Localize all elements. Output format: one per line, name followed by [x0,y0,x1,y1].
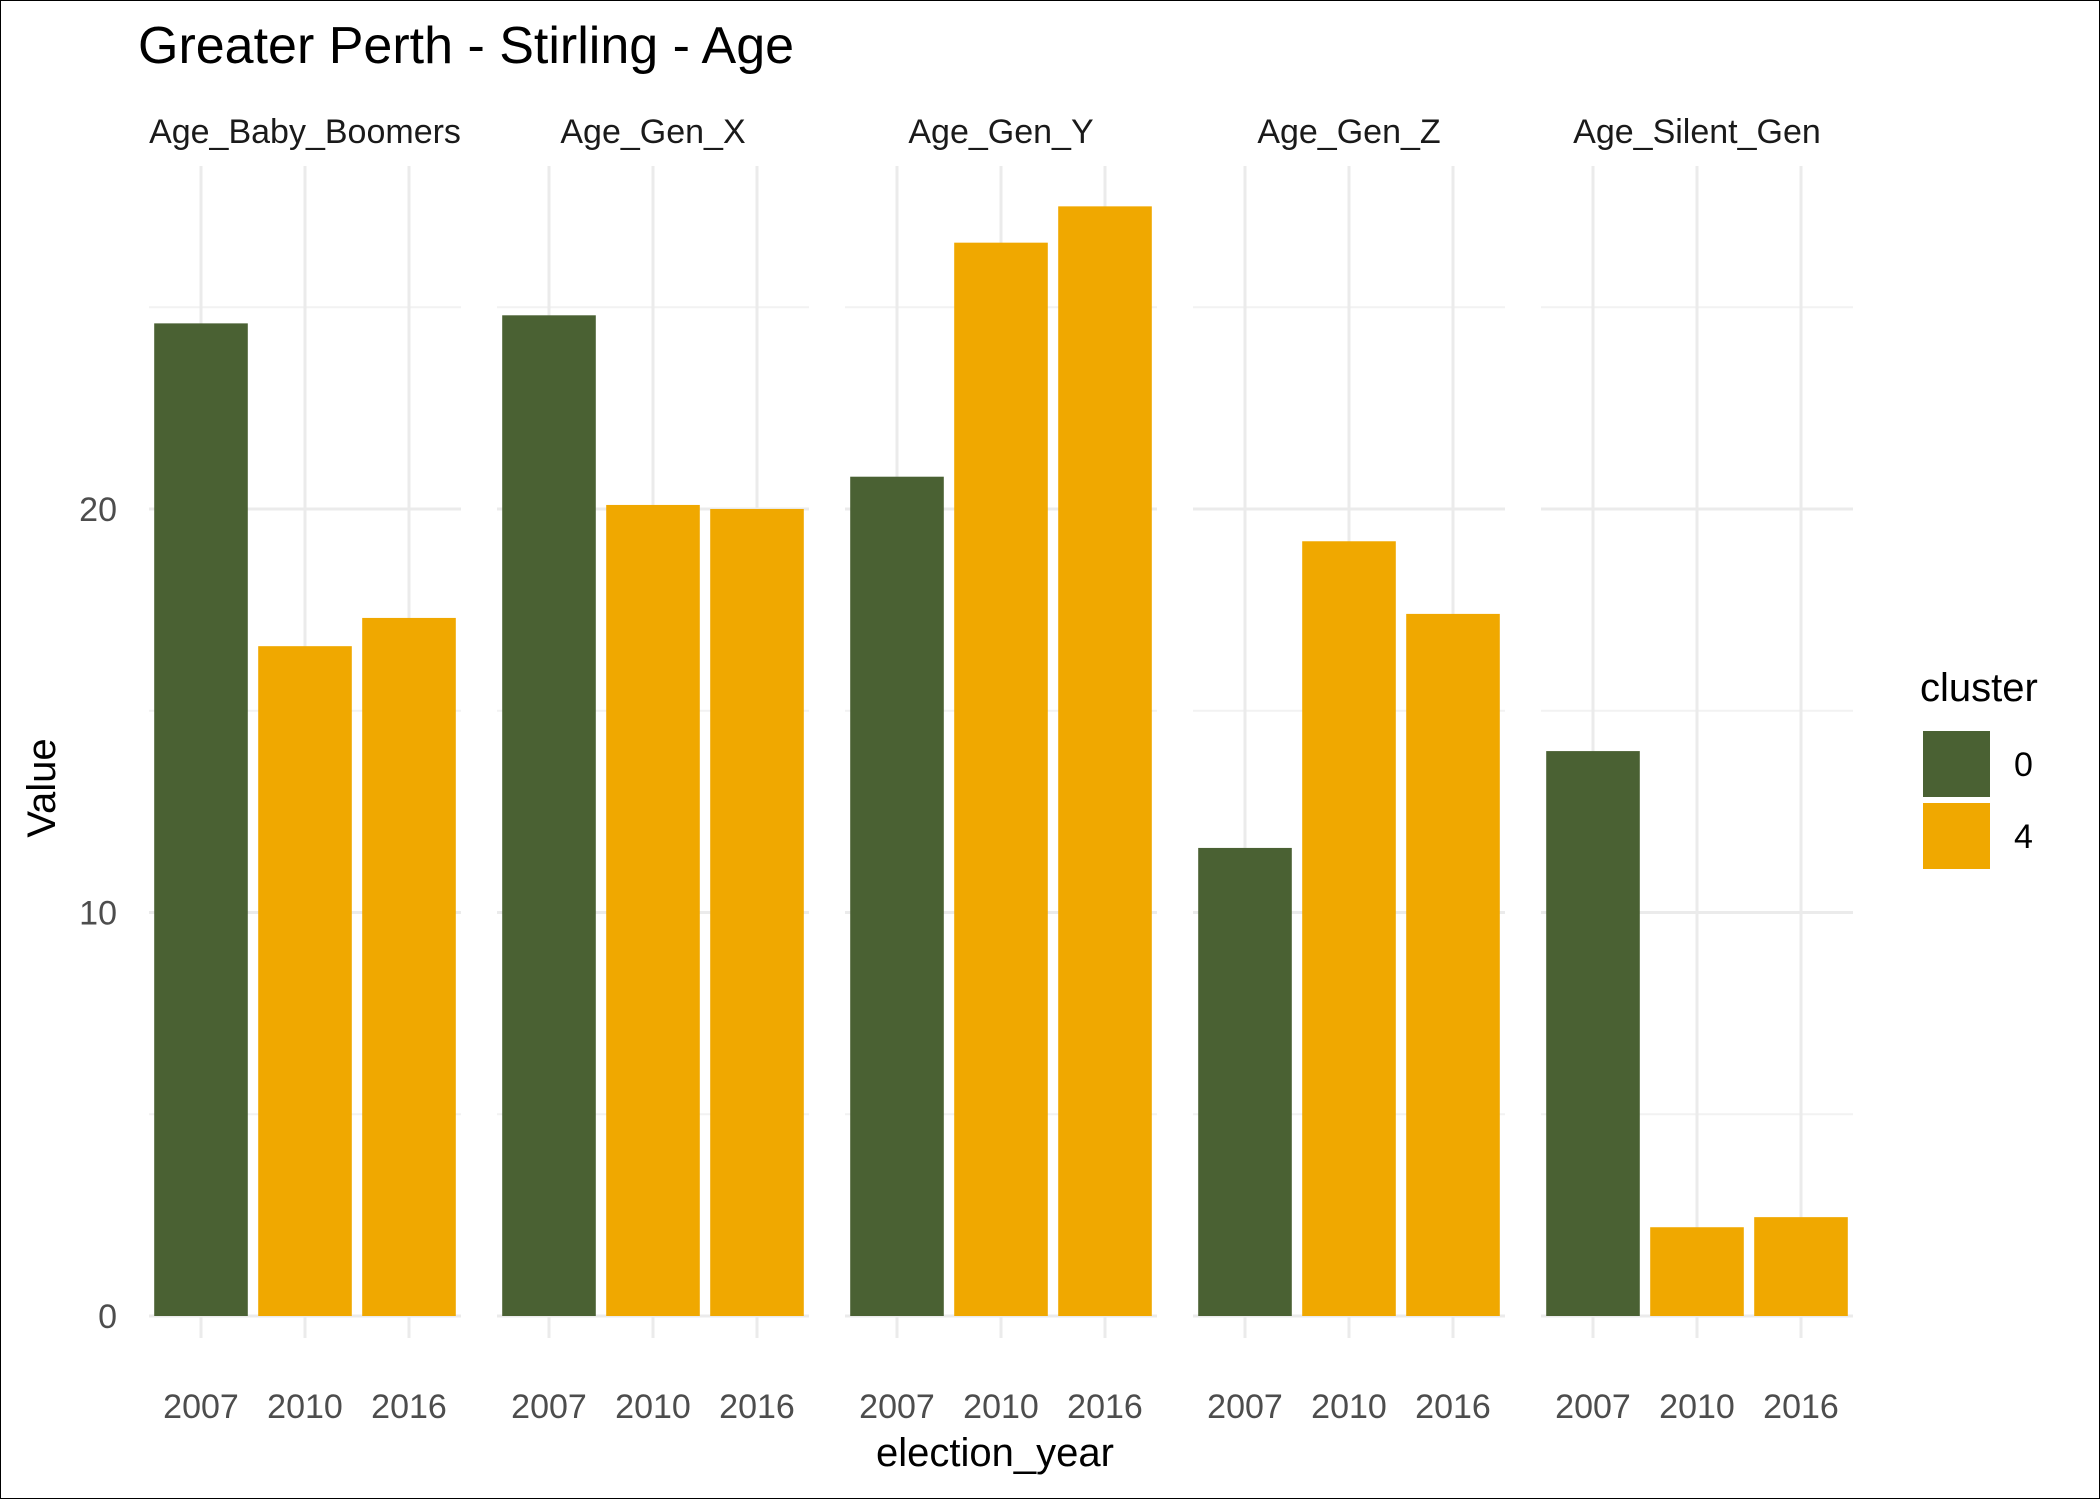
legend-title: cluster [1920,666,2038,710]
x-tick-label: 2010 [615,1388,691,1426]
x-axis-title: election_year [876,1431,1114,1475]
chart-title: Greater Perth - Stirling - Age [138,17,794,75]
y-tick-label: 10 [79,894,117,932]
bar [1198,847,1292,1316]
bar [710,508,804,1317]
x-tick-label: 2007 [1555,1388,1631,1426]
legend-label: 0 [2014,746,2033,784]
bar [362,617,456,1316]
y-axis-title: Value [20,738,64,837]
x-tick-label: 2007 [163,1388,239,1426]
x-tick-label: 2007 [1207,1388,1283,1426]
bar [154,323,248,1316]
facet-strip-label: Age_Gen_Z [1257,113,1440,151]
legend-key [1923,731,1990,797]
facet-panel: Age_Baby_Boomers 2007 2010 2016 [149,113,461,1426]
x-tick-label: 2016 [1067,1388,1143,1426]
bar [1058,206,1152,1317]
facet-panel: Age_Gen_Z 2007 2010 2016 [1193,113,1505,1426]
x-tick-label: 2016 [719,1388,795,1426]
x-tick-label: 2016 [1415,1388,1491,1426]
legend-label: 4 [2014,818,2033,856]
facet-panel: Age_Gen_X 2007 2010 2016 [497,113,809,1426]
legend-entries: 04 [1923,731,2033,869]
bar [1302,541,1396,1316]
y-tick-label: 20 [79,491,117,529]
y-tick-label: 0 [98,1298,117,1336]
bar [502,315,596,1317]
x-tick-label: 2010 [1659,1388,1735,1426]
bar [258,646,352,1316]
bar [606,504,700,1316]
facet-strip-label: Age_Gen_Y [908,113,1093,151]
legend: cluster 04 [1920,666,2038,869]
facet-strip-label: Age_Silent_Gen [1573,113,1821,151]
x-tick-label: 2016 [1763,1388,1839,1426]
legend-key [1923,803,1990,869]
bar [1546,751,1640,1316]
facet-strip-label: Age_Gen_X [560,113,745,151]
facet-panel: Age_Gen_Y 2007 2010 2016 [845,113,1157,1426]
bar [954,242,1048,1317]
x-tick-label: 2007 [859,1388,935,1426]
bar [1406,613,1500,1316]
x-tick-label: 2010 [267,1388,343,1426]
bar [1754,1217,1848,1316]
bar [850,476,944,1316]
x-tick-label: 2010 [963,1388,1039,1426]
x-tick-label: 2016 [371,1388,447,1426]
panels-layer: Age_Baby_Boomers 2007 2010 2016 Age_Gen_X 200… [149,113,1853,1426]
facet-strip-label: Age_Baby_Boomers [149,113,461,151]
facet-panel: Age_Silent_Gen 2007 2010 2016 [1541,113,1853,1426]
x-tick-label: 2010 [1311,1388,1387,1426]
x-tick-label: 2007 [511,1388,587,1426]
bar [1650,1227,1744,1316]
